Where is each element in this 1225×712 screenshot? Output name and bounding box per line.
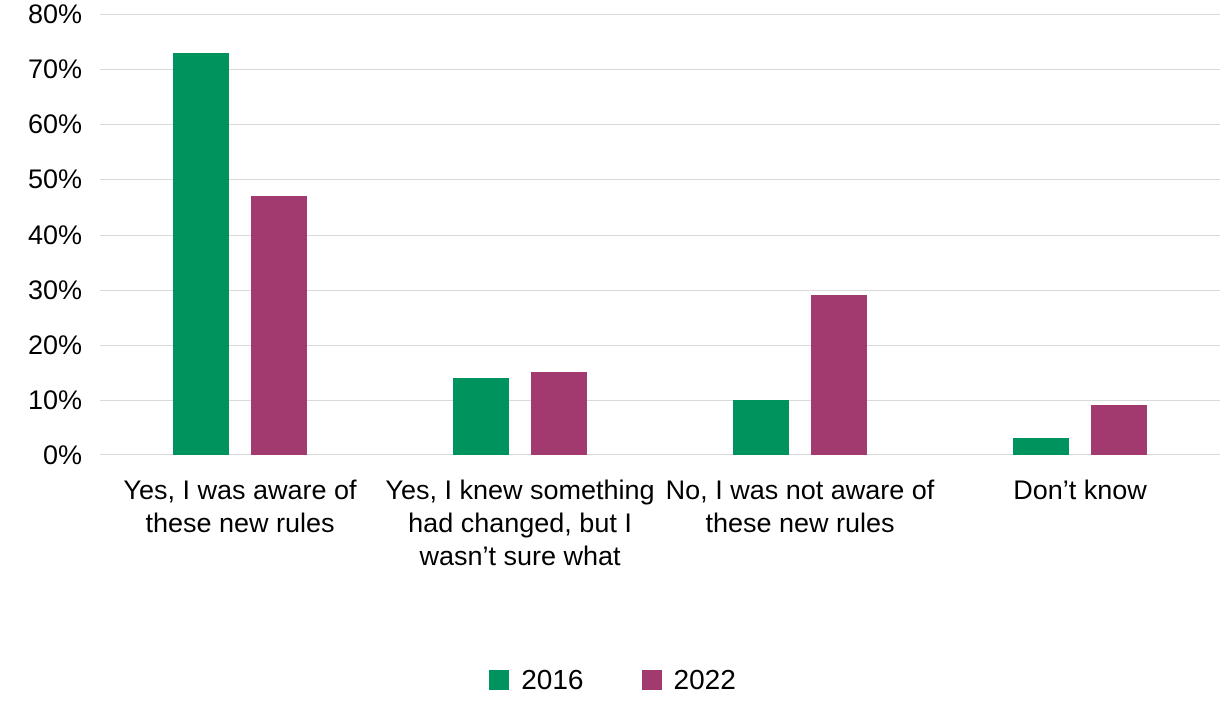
y-tick-label-20: 20% xyxy=(27,329,82,360)
y-tick-label-30: 30% xyxy=(27,274,82,305)
y-tick-label-80: 80% xyxy=(27,0,82,29)
plot-area xyxy=(100,14,1220,455)
bar-2022-category-2 xyxy=(811,295,867,455)
x-axis-labels: Yes, I was aware of these new rules Yes, … xyxy=(100,474,1220,573)
bar-group-0 xyxy=(100,14,380,455)
x-axis-label-text: No, I was not aware of these new rules xyxy=(665,475,935,538)
x-axis-label-text: Don’t know xyxy=(1013,475,1147,505)
y-axis: 0% 10% 20% 30% 40% 50% 60% 70% 80% xyxy=(0,0,90,470)
bar-group-2 xyxy=(660,14,940,455)
y-tick-label-60: 60% xyxy=(27,109,82,140)
y-tick-label-0: 0% xyxy=(42,440,82,470)
gridline-0 xyxy=(100,454,1220,455)
bar-2016-category-0 xyxy=(173,52,229,455)
bar-group-3 xyxy=(940,14,1220,455)
legend-item-2022: 2022 xyxy=(641,664,736,695)
x-axis-label-1: Yes, I knew something had changed, but I… xyxy=(380,474,660,573)
bar-2022-category-3 xyxy=(1091,405,1147,455)
legend-label-2022: 2022 xyxy=(673,664,736,695)
gridline-10 xyxy=(100,399,1220,401)
bar-2022-category-0 xyxy=(251,195,307,455)
bar-2016-category-1 xyxy=(453,377,509,455)
legend-item-2016: 2016 xyxy=(489,664,584,695)
gridlines xyxy=(100,14,1220,455)
x-axis-label-0: Yes, I was aware of these new rules xyxy=(100,474,380,573)
bar-2016-category-3 xyxy=(1013,438,1069,455)
y-tick-label-70: 70% xyxy=(27,54,82,85)
gridline-30 xyxy=(100,289,1220,291)
bars-layer xyxy=(100,14,1220,455)
x-axis-label-text: Yes, I knew something had changed, but I… xyxy=(385,475,655,571)
gridline-70 xyxy=(100,69,1220,71)
gridline-20 xyxy=(100,344,1220,346)
x-axis-label-2: No, I was not aware of these new rules xyxy=(660,474,940,573)
y-tick-label-10: 10% xyxy=(27,384,82,415)
legend-swatch-2022 xyxy=(641,670,662,690)
gridline-80 xyxy=(100,14,1220,15)
x-axis-label-text: Yes, I was aware of these new rules xyxy=(123,475,357,538)
legend-label-2016: 2016 xyxy=(521,664,584,695)
bar-2022-category-1 xyxy=(531,372,587,455)
gridline-40 xyxy=(100,234,1220,236)
bar-group-1 xyxy=(380,14,660,455)
y-tick-label-40: 40% xyxy=(27,219,82,250)
y-tick-label-50: 50% xyxy=(27,164,82,195)
legend-swatch-2016 xyxy=(489,670,510,690)
gridline-60 xyxy=(100,124,1220,126)
bar-2016-category-2 xyxy=(733,399,789,455)
legend: 2016 2022 xyxy=(0,666,1225,694)
gridline-50 xyxy=(100,179,1220,181)
x-axis-label-3: Don’t know xyxy=(940,474,1220,573)
